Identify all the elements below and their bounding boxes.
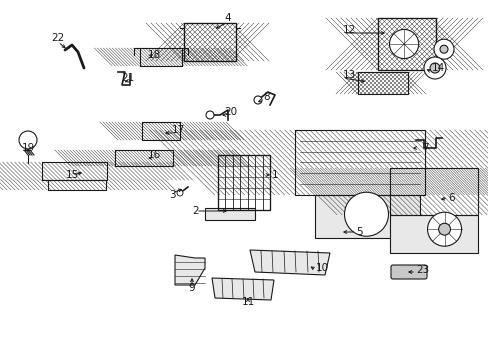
Text: 21: 21 xyxy=(121,73,134,83)
Text: 15: 15 xyxy=(65,170,79,180)
Bar xyxy=(377,18,435,70)
Text: 11: 11 xyxy=(241,297,254,307)
Bar xyxy=(377,18,435,70)
Bar xyxy=(294,130,424,195)
Bar xyxy=(357,72,407,94)
Circle shape xyxy=(19,131,37,149)
Circle shape xyxy=(433,39,453,59)
Bar xyxy=(183,23,236,61)
Bar xyxy=(204,208,254,220)
Circle shape xyxy=(389,30,418,59)
Bar xyxy=(42,162,107,180)
Text: 17: 17 xyxy=(172,125,185,135)
Bar xyxy=(140,48,182,66)
Circle shape xyxy=(439,45,447,53)
Text: 14: 14 xyxy=(431,63,445,73)
Bar xyxy=(142,122,180,140)
Text: 5: 5 xyxy=(355,227,362,237)
Text: 6: 6 xyxy=(447,193,454,203)
FancyBboxPatch shape xyxy=(390,265,426,279)
Polygon shape xyxy=(175,255,204,285)
Text: 2: 2 xyxy=(192,206,199,216)
Bar xyxy=(48,180,106,190)
Circle shape xyxy=(438,223,449,235)
Bar xyxy=(389,215,477,253)
Text: 9: 9 xyxy=(188,283,195,293)
Text: 18: 18 xyxy=(148,50,161,60)
Text: 10: 10 xyxy=(315,263,328,273)
Bar xyxy=(389,168,477,215)
Circle shape xyxy=(253,96,262,104)
Bar xyxy=(142,122,180,140)
Text: 8: 8 xyxy=(263,92,269,102)
Text: 4: 4 xyxy=(224,13,231,23)
Circle shape xyxy=(429,63,439,73)
Bar xyxy=(140,48,182,66)
Circle shape xyxy=(427,212,461,246)
Bar xyxy=(389,168,477,215)
Text: 20: 20 xyxy=(224,107,237,117)
Text: 13: 13 xyxy=(342,70,356,80)
Text: 22: 22 xyxy=(51,33,64,43)
Circle shape xyxy=(423,57,445,79)
Bar xyxy=(115,150,173,166)
Bar xyxy=(314,195,419,238)
Bar xyxy=(218,155,269,210)
Bar xyxy=(183,23,236,61)
Bar xyxy=(357,72,407,94)
Circle shape xyxy=(177,190,183,196)
Bar xyxy=(42,162,107,180)
Circle shape xyxy=(344,192,387,236)
Text: 19: 19 xyxy=(21,143,35,153)
Polygon shape xyxy=(249,250,329,275)
Text: 3: 3 xyxy=(168,190,175,200)
Bar xyxy=(48,180,106,190)
Text: 16: 16 xyxy=(148,150,161,160)
Text: 7: 7 xyxy=(421,143,428,153)
Bar xyxy=(115,150,173,166)
Circle shape xyxy=(205,111,214,119)
Text: 1: 1 xyxy=(271,170,278,180)
Text: 23: 23 xyxy=(415,265,428,275)
Text: 12: 12 xyxy=(342,25,356,35)
Bar xyxy=(294,130,424,195)
Polygon shape xyxy=(212,278,273,300)
